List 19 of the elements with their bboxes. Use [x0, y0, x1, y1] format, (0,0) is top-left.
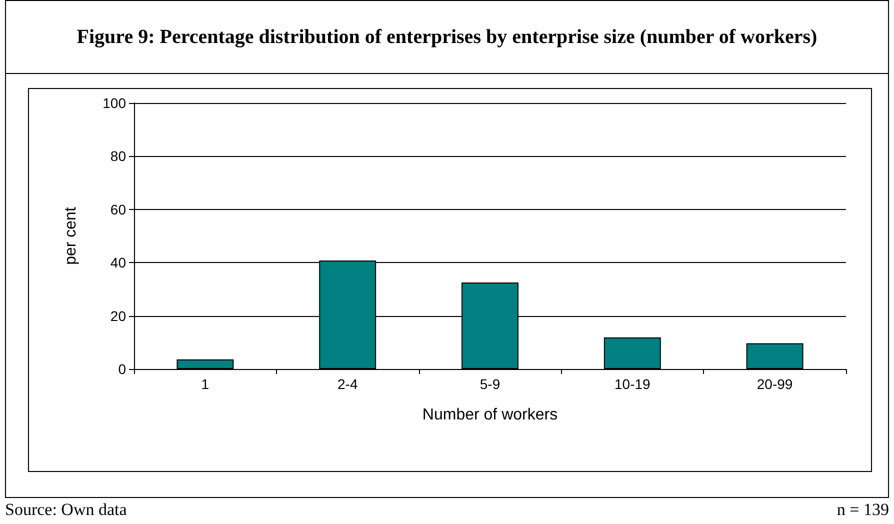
y-axis-title: per cent — [62, 206, 80, 265]
y-tick-label: 0 — [118, 361, 126, 377]
bar — [746, 343, 804, 369]
x-tick-label: 20-99 — [756, 376, 793, 392]
bar — [604, 337, 661, 369]
y-tick-label: 40 — [110, 254, 126, 271]
y-tick-label: 80 — [110, 148, 126, 164]
y-tick-label: 20 — [110, 308, 126, 324]
y-tick-label: 100 — [102, 95, 126, 111]
y-tick-label: 60 — [110, 201, 126, 218]
bar — [176, 359, 234, 369]
x-axis-title: Number of workers — [422, 406, 558, 424]
source-note: Source: Own data — [5, 500, 127, 520]
x-tick-label: 1 — [201, 376, 210, 392]
x-tick-label: 5-9 — [480, 376, 500, 392]
x-tick-label: 10-19 — [614, 376, 651, 392]
text: n = 139 — [836, 500, 889, 520]
chart-title: Figure 9: Percentage distribution of enterprises by enterprise size (number of workers) — [6, 1, 888, 74]
x-tick-label: 2-4 — [337, 376, 358, 392]
